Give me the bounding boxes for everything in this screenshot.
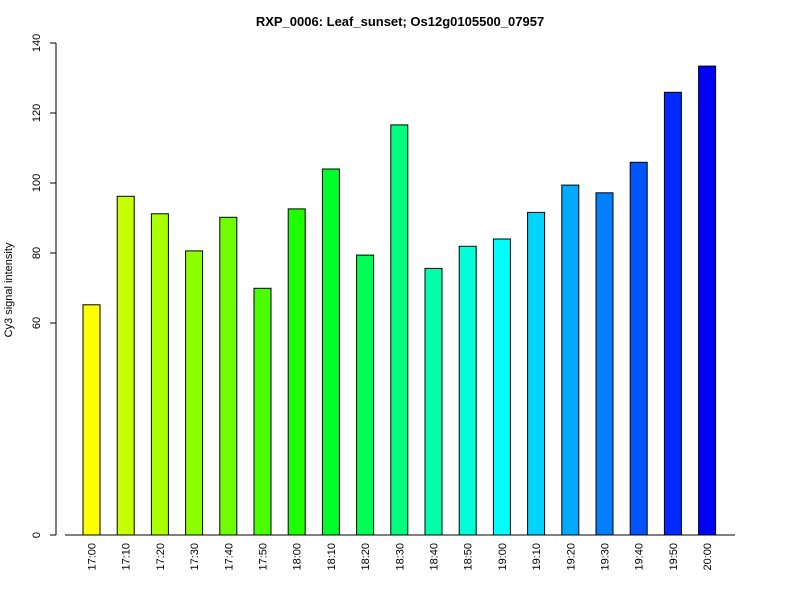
bar-1950 (663, 91, 682, 536)
y-tick-label: 120 (31, 104, 43, 122)
bar-1740 (219, 216, 238, 536)
bar-1720 (150, 213, 169, 536)
x-tick-label: 18:50 (463, 543, 475, 571)
bar-1940 (629, 161, 648, 536)
x-tick-label: 17:10 (121, 543, 133, 571)
x-tick-label: 19:20 (565, 543, 577, 571)
x-tick-label: 19:30 (600, 543, 612, 571)
bar-1730 (185, 250, 204, 536)
x-tick-label: 19:10 (531, 543, 543, 571)
x-tick-label: 17:00 (87, 543, 99, 571)
x-tick-label: 19:00 (497, 543, 509, 571)
y-axis: 0 60 80 100 120 140 (31, 34, 57, 538)
bar-1710 (116, 195, 135, 536)
y-axis-label: Cy3 signal intensity (3, 242, 15, 337)
bar-1850 (458, 245, 477, 536)
bar-1930 (595, 192, 614, 536)
y-tick-label: 0 (31, 532, 43, 538)
x-tick-label: 18:40 (429, 543, 441, 571)
x-tick-label: 20:00 (702, 543, 714, 571)
y-tick-label: 100 (31, 174, 43, 192)
bar-1810 (321, 168, 340, 536)
bar-2000 (698, 65, 717, 536)
bar-1750 (253, 287, 272, 536)
x-tick-label: 17:20 (155, 543, 167, 571)
chart-title: RXP_0006: Leaf_sunset; Os12g0105500_0795… (256, 14, 544, 29)
y-tick-label: 140 (31, 34, 43, 52)
y-tick-label: 60 (31, 317, 43, 329)
x-tick-label: 18:20 (360, 543, 372, 571)
x-tick-label: 17:40 (223, 543, 235, 571)
y-tick-label: 80 (31, 247, 43, 259)
x-tick-label: 18:30 (394, 543, 406, 571)
bar-1840 (424, 267, 443, 536)
x-tick-label: 17:50 (258, 543, 270, 571)
x-tick-label: 18:10 (326, 543, 338, 571)
bar-1830 (390, 124, 409, 536)
bar-1900 (492, 238, 511, 536)
bar-1820 (356, 254, 375, 536)
x-tick-label: 19:40 (634, 543, 646, 571)
bar-1700 (82, 304, 101, 536)
bar-1800 (287, 208, 306, 536)
x-tick-label: 17:30 (189, 543, 201, 571)
bar-1910 (527, 211, 546, 536)
bars-group (82, 65, 717, 536)
bar-1920 (561, 184, 580, 536)
x-tick-label: 18:00 (292, 543, 304, 571)
x-axis: 17:00 17:10 17:20 17:30 17:40 17:50 18:00 18:10… (65, 534, 735, 571)
x-tick-label: 19:50 (668, 543, 680, 571)
